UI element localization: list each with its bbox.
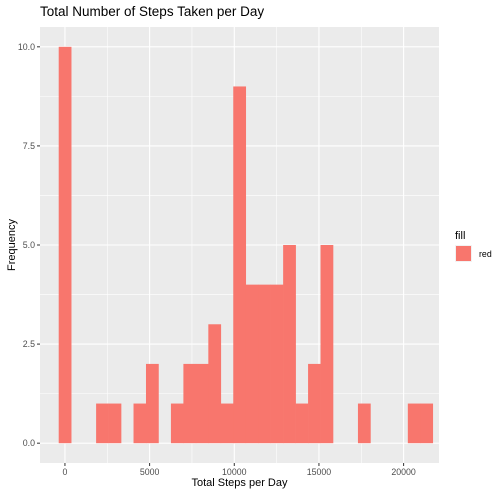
y-tick-label: 10.0 bbox=[18, 42, 35, 52]
x-tick-label: 20000 bbox=[391, 467, 416, 477]
histogram-bar bbox=[58, 46, 72, 444]
histogram-bar bbox=[96, 403, 109, 444]
histogram-bar bbox=[233, 86, 247, 444]
histogram-bar bbox=[420, 403, 434, 444]
histogram-bar bbox=[258, 284, 271, 444]
chart-title: Total Number of Steps Taken per Day bbox=[40, 4, 264, 19]
histogram-bar bbox=[183, 363, 197, 444]
legend-key-red bbox=[456, 246, 471, 261]
histogram-bar bbox=[295, 403, 309, 444]
histogram-bar bbox=[407, 403, 421, 444]
histogram-bar bbox=[245, 284, 259, 444]
x-tick-label: 15000 bbox=[307, 467, 332, 477]
legend: fill red bbox=[455, 230, 492, 262]
histogram-bar bbox=[270, 284, 284, 444]
histogram-bar bbox=[320, 245, 334, 444]
x-tick-label: 5000 bbox=[140, 467, 160, 477]
x-tick-label: 10000 bbox=[222, 467, 247, 477]
histogram-bar bbox=[283, 245, 296, 444]
histogram-bar bbox=[220, 403, 234, 444]
histogram-bar bbox=[308, 363, 321, 444]
histogram-bars bbox=[58, 46, 434, 444]
y-tick-label: 2.5 bbox=[23, 339, 35, 349]
histogram-bar bbox=[108, 403, 122, 444]
y-axis-title: Frequency bbox=[6, 219, 18, 271]
legend-label-red: red bbox=[479, 249, 492, 259]
histogram-bar bbox=[133, 403, 147, 444]
histogram-bar bbox=[195, 363, 209, 444]
x-tick-label: 0 bbox=[62, 467, 67, 477]
x-axis: 0 5000 10000 15000 20000 bbox=[62, 463, 416, 477]
histogram-bar bbox=[357, 403, 371, 444]
y-tick-label: 5.0 bbox=[23, 240, 35, 250]
y-tick-label: 0.0 bbox=[23, 438, 35, 448]
y-tick-label: 7.5 bbox=[23, 141, 35, 151]
x-axis-title: Total Steps per Day bbox=[192, 477, 288, 489]
histogram-bar bbox=[170, 403, 184, 444]
histogram-bar bbox=[208, 324, 222, 444]
y-axis: 0.0 2.5 5.0 7.5 10.0 bbox=[18, 42, 40, 448]
legend-title: fill bbox=[455, 230, 465, 242]
histogram-bar bbox=[145, 363, 159, 444]
